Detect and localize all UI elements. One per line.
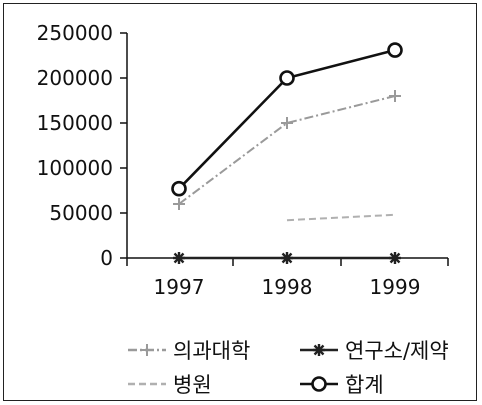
legend-label: 병원 [173,373,212,397]
data-point-4-2 [279,70,295,86]
data-point-3-3 [389,252,401,264]
data-point-4-3 [387,42,403,58]
x-tick-label: 1998 [262,275,313,299]
asterisk-stroke [389,252,401,264]
data-point-1-2 [281,117,293,129]
legend-item: 합계 [300,373,384,397]
data-point-1-3 [389,90,401,102]
legend-marker [313,344,325,356]
series-layer [171,42,403,264]
data-point-1-1 [173,198,185,210]
legend-item: 의과대학 [128,339,250,363]
y-tick-label: 50000 [49,201,113,225]
x-tick-label: 1999 [370,275,421,299]
legend-label: 의과대학 [173,339,250,363]
asterisk-stroke [173,252,185,264]
legend-marker [311,376,327,392]
y-tick-label: 0 [100,246,113,270]
y-tick-label: 150000 [37,111,113,135]
y-tick-label: 200000 [37,66,113,90]
axes: 0 50000 100000 150000 200000 250000 1997 1998 19… [37,21,449,299]
legend-label: 합계 [345,373,384,397]
data-point-4-1 [171,180,187,197]
legend-label: 연구소/제약 [345,339,449,363]
y-tick-label: 250000 [37,21,113,45]
legend-item: 연구소/제약 [300,339,449,363]
asterisk-stroke [313,344,325,356]
y-tick-label: 100000 [37,156,113,180]
legend-marker [141,344,153,356]
data-point-3-1 [173,252,185,264]
series-line-2 [286,213,396,222]
x-tick-label: 1997 [154,275,205,299]
chart-frame [3,3,477,401]
series-line-1 [178,95,396,205]
asterisk-stroke [281,252,293,264]
data-point-3-2 [281,252,293,264]
legend-item: 병원 [128,373,212,397]
